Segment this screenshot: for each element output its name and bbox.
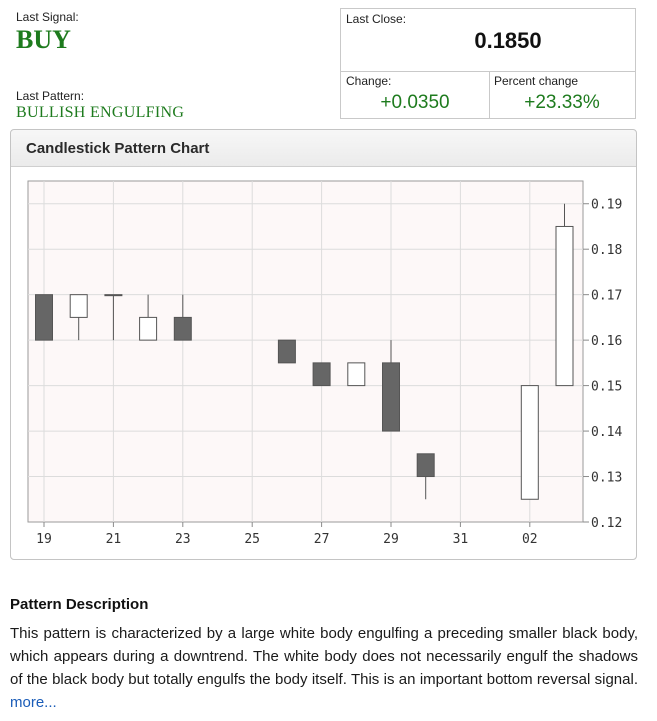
x-tick-label: 31 — [453, 532, 469, 547]
candle-body — [520, 385, 539, 500]
last-close-cell: Last Close: 0.1850 — [341, 9, 635, 72]
candle-body — [277, 339, 296, 364]
last-pattern-label: Last Pattern: — [16, 89, 85, 103]
y-tick-label: 0.19 — [591, 198, 622, 213]
chart-body: 0.19 0.18 0.17 0.16 0.15 0.14 0.13 0.12 19 21 23 25… — [11, 167, 636, 559]
chart-panel-title: Candlestick Pattern Chart — [11, 130, 636, 167]
last-pattern-value: BULLISH ENGULFING — [16, 104, 185, 121]
x-tick-label: 29 — [383, 532, 399, 547]
last-close-label: Last Close: — [346, 12, 407, 26]
change-cell: Change: +0.0350 — [341, 71, 490, 119]
x-tick-label: 02 — [522, 532, 538, 547]
bearish-candle — [277, 339, 296, 364]
last-pattern-block: Last Pattern: BULLISH ENGULFING — [16, 89, 326, 122]
x-tick-label: 19 — [36, 532, 52, 547]
candle-body — [555, 225, 574, 387]
candle-body — [173, 316, 192, 341]
candle-body — [382, 362, 400, 432]
y-tick-label: 0.18 — [591, 243, 622, 258]
percent-change-value: +23.33% — [524, 92, 600, 113]
candle-body — [69, 294, 88, 318]
y-tick-label: 0.13 — [591, 471, 622, 486]
candle-body — [104, 294, 123, 297]
y-tick-label: 0.15 — [591, 380, 622, 395]
candle-body — [139, 316, 158, 341]
quote-box: Last Close: 0.1850 Change: +0.0350 Perce… — [340, 8, 636, 119]
percent-change-label: Percent change — [494, 74, 579, 88]
bullish-candle — [69, 294, 88, 341]
candle-body — [416, 453, 435, 478]
last-signal-value: BUY — [16, 25, 71, 54]
x-tick-label: 27 — [314, 532, 330, 547]
last-close-value: 0.1850 — [474, 28, 542, 53]
candlestick-chart: 0.19 0.18 0.17 0.16 0.15 0.14 0.13 0.12 19 21 23 25… — [27, 180, 622, 547]
bearish-candle — [382, 340, 400, 432]
pattern-description-title: Pattern Description — [10, 596, 149, 613]
more-link[interactable]: more... — [10, 694, 57, 711]
plot-area — [27, 180, 584, 523]
y-tick-label: 0.17 — [591, 289, 622, 304]
bearish-candle — [173, 294, 192, 341]
bearish-candle — [35, 294, 53, 341]
pattern-description-body: This pattern is characterized by a large… — [10, 625, 638, 688]
bearish-candle — [312, 362, 331, 387]
x-tick-label: 23 — [175, 532, 191, 547]
change-label: Change: — [346, 74, 392, 88]
last-signal-label: Last Signal: — [16, 10, 79, 24]
x-tick-label: 21 — [106, 532, 122, 547]
pattern-description: Pattern Description This pattern is char… — [10, 596, 638, 714]
y-tick-label: 0.14 — [591, 425, 622, 440]
bullish-candle — [555, 203, 574, 387]
candle-body — [35, 294, 53, 341]
x-tick-label: 25 — [244, 532, 260, 547]
y-tick-label: 0.16 — [591, 334, 622, 349]
bullish-candle — [520, 385, 539, 500]
last-signal-block: Last Signal: BUY — [16, 10, 316, 54]
percent-change-cell: Percent change +23.33% — [489, 71, 635, 119]
bullish-candle — [139, 294, 158, 341]
bullish-candle — [347, 362, 366, 387]
bearish-candle — [416, 453, 435, 500]
change-value: +0.0350 — [380, 92, 450, 113]
candle-body — [347, 362, 366, 387]
candlestick-chart-panel: Candlestick Pattern Chart 0.19 0.18 0.17 0.… — [10, 129, 637, 560]
y-tick-label: 0.12 — [591, 516, 622, 531]
candle-body — [312, 362, 331, 387]
pattern-description-text: This pattern is characterized by a large… — [10, 622, 638, 714]
bullish-candle — [104, 294, 123, 341]
